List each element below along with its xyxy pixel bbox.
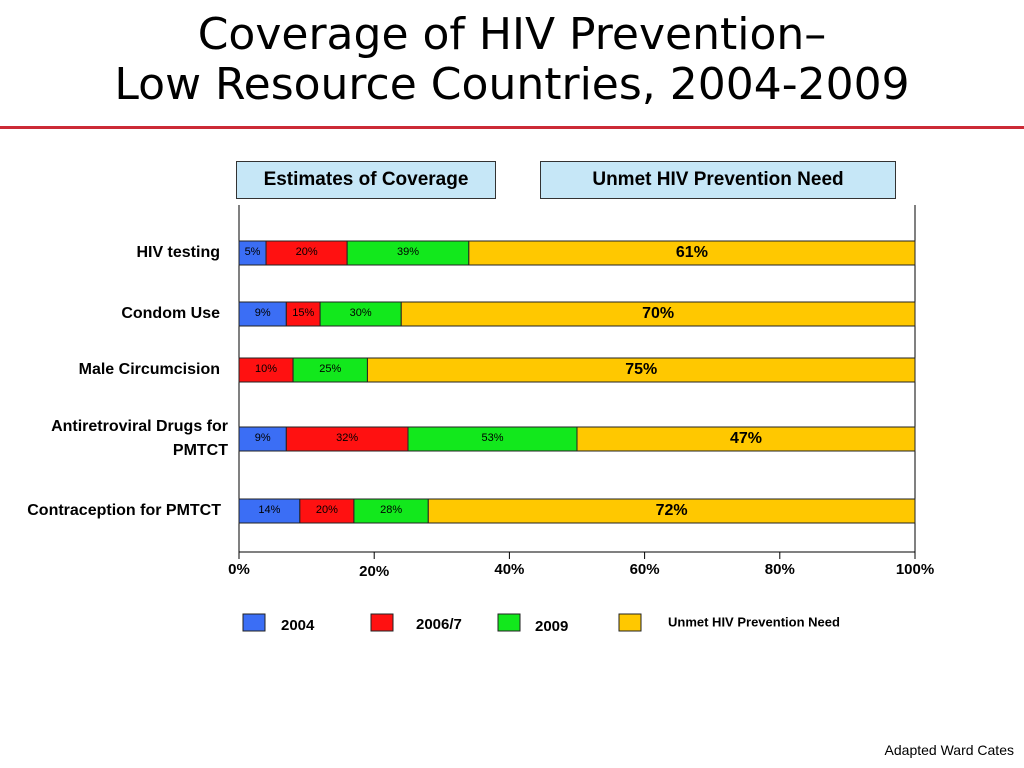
bar-segment xyxy=(299,498,355,524)
bar-data-label: 61% xyxy=(676,244,708,261)
bar-segment xyxy=(285,426,409,452)
unmet-need-header-box: Unmet HIV Prevention Need xyxy=(540,161,896,199)
bar-data-label: 39% xyxy=(397,246,419,258)
category-label: Contraception for PMTCT xyxy=(27,502,221,519)
coverage-header-label: Estimates of Coverage xyxy=(263,169,469,190)
category-label: Male Circumcision xyxy=(79,361,220,378)
legend-label: 2006/7 xyxy=(416,616,462,633)
unmet-need-header-label: Unmet HIV Prevention Need xyxy=(592,169,844,190)
bar-segment xyxy=(238,357,294,383)
legend-label: 2004 xyxy=(281,617,315,634)
x-tick-label: 40% xyxy=(494,561,524,578)
bar-segment xyxy=(319,301,402,327)
source-credit: Adapted Ward Cates xyxy=(884,742,1014,758)
x-tick-label: 80% xyxy=(765,561,795,578)
bar-segment xyxy=(238,240,267,266)
bar-data-label: 47% xyxy=(730,430,762,447)
chart-title-line-2: Low Resource Countries, 2004-2009 xyxy=(114,59,910,110)
bar-data-label: 75% xyxy=(625,361,657,378)
legend-label: 2009 xyxy=(535,618,568,635)
bar-data-label: 25% xyxy=(319,363,341,375)
category-label: Antiretroviral Drugs for xyxy=(51,418,228,435)
bar-data-label: 28% xyxy=(380,504,402,516)
bar-data-label: 15% xyxy=(292,307,314,319)
bar-data-label: 10% xyxy=(255,363,277,375)
bar-data-label: 72% xyxy=(656,502,688,519)
bar-data-label: 30% xyxy=(350,307,372,319)
bar-data-label: 5% xyxy=(245,246,261,258)
bar-data-label: 9% xyxy=(255,307,271,319)
chart-title: Coverage of HIV Prevention– Low Resource… xyxy=(0,10,1024,110)
bar-data-label: 32% xyxy=(336,432,358,444)
x-tick-label: 60% xyxy=(630,561,660,578)
bar-segment xyxy=(238,498,301,524)
bar-segment xyxy=(407,426,578,452)
bar-data-label: 20% xyxy=(316,504,338,516)
bar-segment xyxy=(346,240,470,266)
chart-title-line-1: Coverage of HIV Prevention– xyxy=(197,9,827,60)
legend-swatch xyxy=(370,613,394,632)
x-tick-label: 20% xyxy=(359,563,389,580)
category-label: PMTCT xyxy=(173,442,228,459)
title-divider xyxy=(0,126,1024,129)
bar-segment xyxy=(292,357,368,383)
legend-swatch xyxy=(618,613,642,632)
category-label: HIV testing xyxy=(136,244,220,261)
bar-segment xyxy=(468,240,916,266)
bar-segment xyxy=(238,301,287,327)
legend-swatch xyxy=(497,613,521,632)
bar-segment xyxy=(238,426,287,452)
bar-data-label: 20% xyxy=(296,246,318,258)
x-tick-label: 100% xyxy=(896,561,934,578)
bar-segment xyxy=(285,301,321,327)
category-label: Condom Use xyxy=(121,305,220,322)
legend-label: Unmet HIV Prevention Need xyxy=(668,614,840,629)
legend-swatch xyxy=(242,613,266,632)
bar-data-label: 53% xyxy=(481,432,503,444)
bar-segment xyxy=(366,357,916,383)
bar-segment xyxy=(265,240,348,266)
coverage-header-box: Estimates of Coverage xyxy=(236,161,496,199)
bar-data-label: 70% xyxy=(642,305,674,322)
bar-data-label: 9% xyxy=(255,432,271,444)
bar-data-label: 14% xyxy=(258,504,280,516)
bar-segment xyxy=(576,426,916,452)
x-tick-label: 0% xyxy=(228,561,250,578)
bar-segment xyxy=(427,498,916,524)
bar-segment xyxy=(400,301,916,327)
